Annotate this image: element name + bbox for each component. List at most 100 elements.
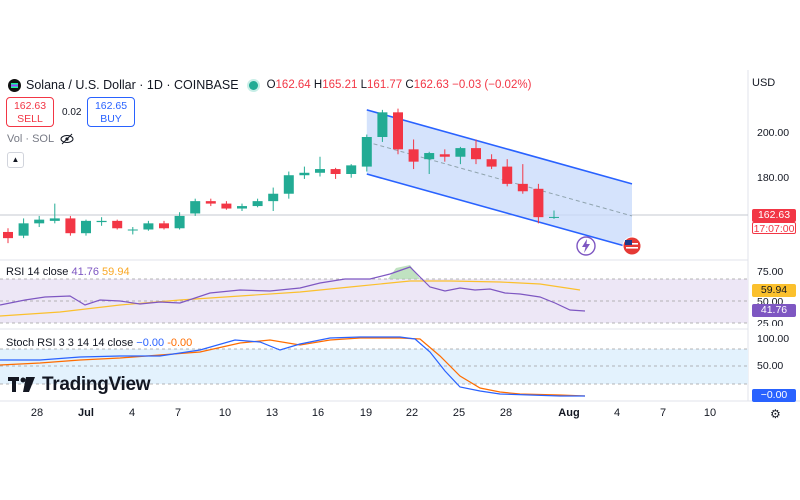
candle [346, 164, 357, 178]
candle [81, 219, 91, 236]
brand-name: TradingView [42, 374, 151, 395]
rsi-value: 41.76 [71, 266, 99, 278]
time-axis-label: 4 [128, 407, 136, 419]
candle-body [3, 231, 13, 239]
eye-off-icon[interactable] [60, 133, 74, 145]
candle-body [393, 112, 403, 150]
candle [18, 218, 29, 239]
candle [408, 139, 419, 170]
time-axis-label: 22 [405, 407, 419, 419]
channel-upper-line [366, 109, 633, 185]
candle-body [205, 201, 216, 204]
gear-icon[interactable]: ⚙ [770, 407, 781, 421]
time-axis-label: 28 [30, 407, 44, 419]
candle [190, 198, 201, 216]
candle-body [268, 193, 279, 202]
parallel-channel [366, 109, 633, 249]
bar-countdown: 17:07:00 [752, 222, 796, 235]
candle [205, 198, 216, 207]
candle [3, 228, 13, 244]
candle-body [346, 165, 357, 174]
time-axis-label: 28 [499, 407, 513, 419]
candle-body [65, 218, 76, 234]
candle-body [237, 206, 247, 209]
rsi-tick-75: 75.00 [757, 266, 784, 278]
us-flag-icon[interactable] [622, 236, 642, 256]
time-axis-label: 7 [659, 407, 667, 419]
candle [549, 210, 559, 219]
stoch-value-tag: −0.00 [752, 389, 796, 402]
ohlc-readout: O162.64 H165.21 L161.77 C162.63 −0.03 (−… [267, 79, 532, 91]
lightning-icon[interactable] [576, 236, 596, 256]
time-axis-label: 16 [311, 407, 325, 419]
candle [471, 139, 481, 165]
stoch-band [0, 349, 748, 384]
candle [439, 149, 450, 162]
candle [237, 203, 247, 211]
candle [455, 146, 466, 165]
candle [174, 212, 185, 230]
candle-body [49, 218, 60, 221]
candle-body [190, 201, 201, 214]
stoch-tick-50: 50.00 [757, 360, 784, 372]
candle-body [174, 215, 185, 229]
candle-body [408, 149, 419, 162]
buy-label: BUY [100, 113, 122, 125]
candle [424, 151, 435, 174]
low-key: L [360, 79, 368, 91]
candle-body [549, 216, 559, 218]
price-tick-200: 200.00 [757, 127, 790, 139]
candle [377, 109, 388, 142]
rsi-label: RSI [6, 266, 25, 278]
candle-body [81, 220, 91, 234]
rsi-legend[interactable]: RSI 14 close 41.76 59.94 [6, 266, 130, 278]
sell-button[interactable]: 162.63 SELL [6, 97, 54, 127]
close-key: C [405, 79, 414, 91]
candle [361, 134, 372, 172]
stoch-params: 3 3 14 14 close [58, 337, 134, 349]
rsi-line [0, 266, 586, 312]
candle-body [533, 188, 544, 218]
candle [533, 183, 544, 224]
time-axis-label: 25 [452, 407, 466, 419]
candle [34, 215, 45, 228]
tradingview-brand[interactable]: TradingView [8, 374, 151, 396]
time-axis-label: 10 [703, 407, 717, 419]
open-value: 162.64 [275, 79, 311, 91]
chart-header: Solana / U.S. Dollar · 1D · COINBASE O16… [8, 77, 531, 93]
time-axis-label: 19 [359, 407, 373, 419]
candle [96, 217, 107, 226]
stoch-d-value: -0.00 [167, 337, 193, 349]
time-axis-label: 7 [174, 407, 182, 419]
live-status-icon [248, 80, 258, 90]
time-axis-label: 10 [218, 407, 232, 419]
currency-selector[interactable]: USD [752, 77, 776, 89]
candles [3, 108, 559, 244]
volume-legend[interactable]: Vol · SOL [7, 133, 74, 145]
candle [517, 164, 528, 194]
stoch-legend[interactable]: Stoch RSI 3 3 14 14 close −0.00 -0.00 [6, 337, 192, 349]
tradingview-logo-icon [8, 377, 35, 392]
price-tick-180: 180.00 [757, 172, 790, 184]
time-axis-label: 4 [613, 407, 621, 419]
candle-body [299, 172, 310, 176]
open-key: O [266, 79, 276, 91]
candle [315, 156, 325, 177]
candle-body [377, 112, 388, 137]
buy-price: 162.65 [94, 100, 128, 112]
candle-body [18, 223, 29, 236]
candle [127, 227, 138, 235]
candle [159, 220, 169, 230]
stoch-k-line [0, 336, 585, 397]
candle [49, 203, 60, 224]
candle [502, 159, 513, 187]
time-axis-label: 13 [265, 407, 279, 419]
chevron-up-icon[interactable]: ▲ [7, 152, 24, 168]
candle [299, 166, 310, 179]
rsi-value-tag: 41.76 [752, 304, 796, 317]
sell-label: SELL [17, 113, 43, 125]
buy-button[interactable]: 162.65 BUY [87, 97, 135, 127]
candle-body [330, 169, 341, 174]
symbol-title[interactable]: Solana / U.S. Dollar · 1D · COINBASE [26, 78, 239, 92]
